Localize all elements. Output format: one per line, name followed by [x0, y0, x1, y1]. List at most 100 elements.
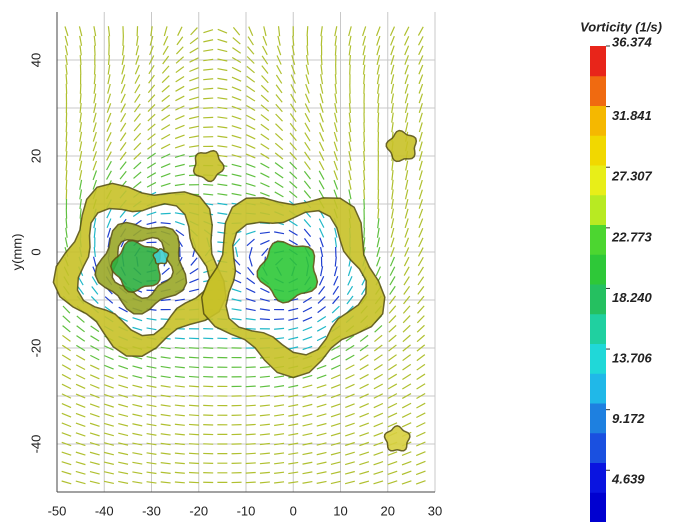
vector-arrow	[404, 189, 409, 200]
vector-arrow	[363, 141, 366, 152]
vector-arrow	[333, 151, 338, 161]
vector-arrow	[147, 123, 156, 131]
vector-arrow	[346, 285, 354, 295]
vector-arrow	[302, 432, 313, 437]
vector-arrow	[348, 141, 352, 152]
vector-arrow	[363, 160, 366, 171]
vector-arrow	[174, 346, 185, 350]
vector-arrow	[416, 315, 425, 324]
vector-arrow	[334, 26, 338, 37]
vector-arrow	[261, 75, 269, 84]
vector-arrow	[334, 45, 337, 56]
vector-arrow	[304, 141, 311, 151]
vector-arrow	[391, 160, 394, 171]
vector-arrow	[275, 74, 283, 84]
vector-arrow	[174, 385, 185, 388]
vector-arrow	[90, 325, 100, 333]
vector-arrow	[174, 356, 185, 359]
vector-arrow	[345, 354, 355, 361]
vector-arrow	[289, 151, 298, 161]
vector-arrow	[190, 27, 198, 36]
vector-arrow	[146, 375, 157, 379]
vector-arrow	[65, 179, 68, 190]
vector-arrow	[316, 422, 327, 427]
vector-arrow	[415, 451, 426, 457]
vector-arrow	[348, 131, 352, 142]
vector-arrow	[348, 189, 352, 200]
vector-arrow	[188, 433, 200, 436]
vector-arrow	[276, 64, 283, 75]
vector-arrow	[174, 414, 185, 417]
colorbar-band	[590, 462, 606, 493]
vector-arrow	[291, 55, 296, 65]
vector-arrow	[147, 133, 156, 141]
vector-arrow	[375, 266, 381, 277]
vector-arrow	[418, 103, 423, 113]
y-tick-label: 40	[28, 53, 43, 67]
vector-arrow	[90, 335, 100, 342]
vector-arrow	[231, 76, 242, 82]
vector-arrow	[231, 288, 242, 293]
vector-arrow	[262, 35, 268, 46]
vector-arrow	[217, 106, 228, 110]
vector-arrow	[316, 403, 327, 408]
vector-arrow	[146, 327, 157, 331]
vector-arrow	[132, 394, 143, 398]
vector-arrow	[316, 480, 327, 484]
vector-arrow	[91, 286, 99, 295]
colorbar-band	[590, 254, 606, 285]
vector-arrow	[276, 55, 282, 65]
vector-arrow	[106, 122, 112, 133]
vector-arrow	[231, 134, 242, 139]
vector-arrow	[163, 26, 168, 37]
vector-arrow	[146, 384, 157, 388]
vector-arrow	[345, 364, 355, 371]
colorbar-band	[590, 284, 606, 315]
vector-arrow	[133, 181, 142, 189]
vector-arrow	[388, 305, 397, 314]
vector-arrow	[316, 413, 327, 418]
vector-arrow	[217, 173, 228, 177]
vector-arrow	[345, 335, 355, 342]
vector-arrow	[373, 373, 383, 380]
vector-arrow	[146, 452, 157, 455]
vector-arrow	[203, 78, 214, 81]
vector-arrow	[62, 315, 71, 324]
vector-arrow	[79, 122, 83, 133]
vector-arrow	[404, 83, 409, 94]
vector-arrow	[150, 26, 153, 37]
vector-arrow	[107, 74, 111, 85]
vector-arrow	[390, 83, 395, 94]
colorbar-band	[590, 194, 606, 225]
vector-arrow	[189, 86, 199, 91]
vector-arrow	[348, 54, 352, 66]
vector-arrow	[306, 26, 309, 37]
vector-arrow	[147, 104, 156, 112]
vector-arrow	[188, 423, 200, 426]
vector-arrow	[174, 442, 185, 446]
vector-arrow	[348, 102, 352, 114]
vector-arrow	[245, 327, 256, 330]
vector-arrow	[373, 364, 383, 371]
vector-arrow	[231, 144, 242, 149]
vector-arrow	[259, 442, 270, 446]
colorbar-tick-label: 36.374	[612, 34, 653, 49]
vector-arrow	[288, 452, 299, 456]
vector-arrow	[189, 106, 200, 110]
vector-arrow	[245, 385, 256, 388]
vector-arrow	[276, 45, 282, 56]
vector-arrow	[359, 461, 370, 466]
vector-arrow	[104, 364, 114, 370]
vector-arrow	[277, 35, 281, 46]
vector-arrow	[175, 75, 185, 83]
vector-arrow	[377, 218, 380, 229]
vector-arrow	[331, 305, 340, 314]
vector-arrow	[93, 45, 96, 56]
vector-arrow	[147, 142, 156, 150]
vector-arrow	[160, 346, 171, 350]
vector-arrow	[246, 114, 256, 121]
vortex-core	[256, 240, 319, 304]
vector-arrow	[217, 212, 228, 215]
vector-arrow	[401, 412, 412, 418]
vector-arrow	[404, 179, 409, 190]
